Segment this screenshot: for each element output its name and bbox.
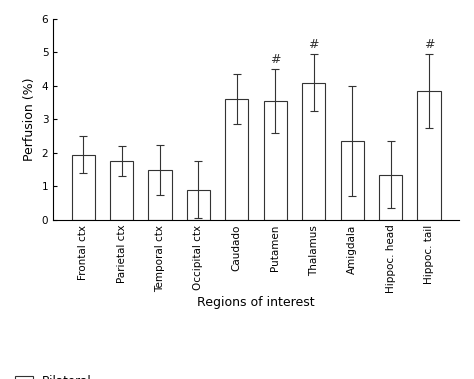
Bar — [379, 175, 402, 220]
Bar — [341, 141, 364, 220]
Bar — [110, 161, 133, 220]
Bar — [148, 170, 172, 220]
Bar — [302, 83, 325, 220]
Bar — [418, 91, 440, 220]
Legend: Bilateral: Bilateral — [10, 370, 97, 379]
Text: #: # — [270, 53, 281, 66]
Y-axis label: Perfusion (%): Perfusion (%) — [23, 78, 36, 161]
Bar — [225, 99, 248, 220]
Text: #: # — [424, 38, 434, 51]
Bar — [264, 101, 287, 220]
Bar — [187, 190, 210, 220]
Bar — [72, 155, 95, 220]
X-axis label: Regions of interest: Regions of interest — [197, 296, 315, 309]
Text: #: # — [309, 38, 319, 51]
